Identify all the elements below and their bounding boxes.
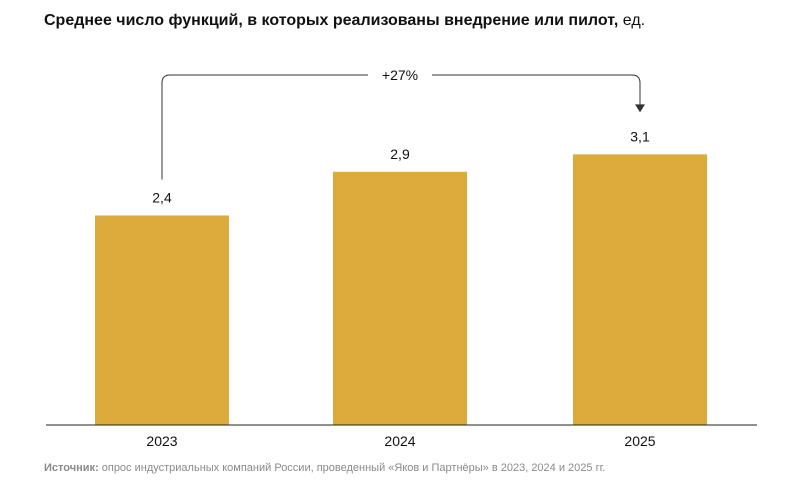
source-label: Источник: [44, 462, 99, 474]
value-label-2025: 3,1 [630, 128, 650, 144]
source-text: опрос индустриальных компаний России, пр… [98, 462, 606, 474]
value-label-2023: 2,4 [152, 189, 172, 205]
annotation-connector-right [432, 74, 641, 107]
annotation-connector-left [161, 74, 368, 180]
annotation-label: +27% [382, 67, 418, 83]
bar-2024 [333, 171, 467, 425]
chart-title-unit: ед. [618, 12, 646, 29]
category-label-2025: 2025 [624, 433, 655, 449]
value-label-2024: 2,9 [390, 146, 410, 162]
source-note: Источник: опрос индустриальных компаний … [44, 462, 605, 474]
annotation-arrowhead [635, 104, 645, 113]
bar-2023 [95, 215, 229, 425]
category-label-2024: 2024 [384, 433, 415, 449]
chart-title-main: Среднее число функций, в которых реализо… [44, 12, 619, 29]
bar-2025 [573, 154, 707, 425]
chart-title: Среднее число функций, в которых реализо… [44, 12, 645, 30]
category-label-2023: 2023 [146, 433, 177, 449]
